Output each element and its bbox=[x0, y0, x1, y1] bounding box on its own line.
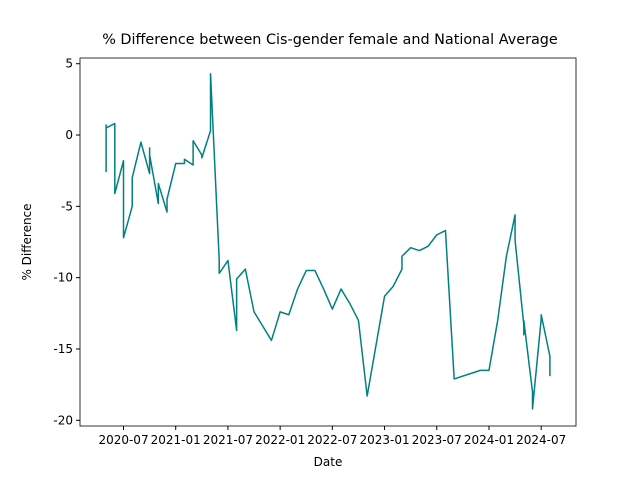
x-tick-label: 2024-07 bbox=[516, 433, 566, 447]
y-tick-label: -20 bbox=[53, 413, 73, 427]
x-tick-label: 2020-07 bbox=[98, 433, 148, 447]
x-axis-label: Date bbox=[314, 455, 343, 469]
x-tick-label: 2023-07 bbox=[412, 433, 462, 447]
y-tick-label: -15 bbox=[53, 342, 73, 356]
y-tick-label: 0 bbox=[65, 128, 73, 142]
x-tick-label: 2024-01 bbox=[464, 433, 514, 447]
x-tick-label: 2021-07 bbox=[203, 433, 253, 447]
y-tick-label: -5 bbox=[61, 199, 73, 213]
x-tick-label: 2021-01 bbox=[151, 433, 201, 447]
y-tick-label: -10 bbox=[53, 271, 73, 285]
x-tick-label: 2022-01 bbox=[255, 433, 305, 447]
plot-frame bbox=[79, 57, 577, 427]
data-line bbox=[105, 72, 551, 410]
x-tick-label: 2022-07 bbox=[307, 433, 357, 447]
x-tick-label: 2023-01 bbox=[359, 433, 409, 447]
y-axis-label: % Difference bbox=[20, 203, 34, 280]
y-tick-label: 5 bbox=[65, 57, 73, 71]
chart-title: % Difference between Cis-gender female a… bbox=[102, 32, 558, 48]
